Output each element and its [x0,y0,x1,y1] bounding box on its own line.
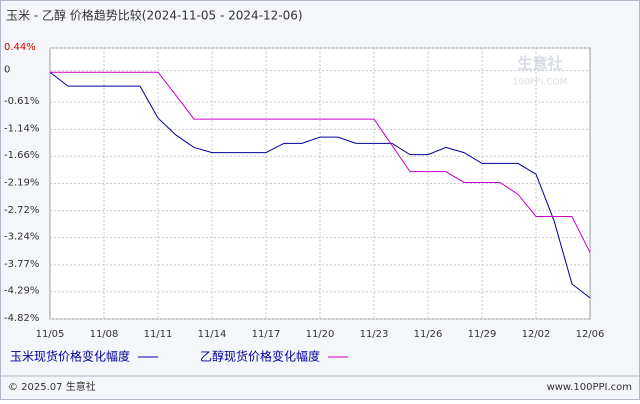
y-tick-label: -2.72% [4,205,39,216]
y-tick-label: -0.61% [4,96,39,107]
x-tick-label: 11/11 [144,329,173,340]
y-tick-label: -2.19% [4,178,39,189]
y-tick-label: -1.14% [4,123,39,134]
x-tick-label: 11/20 [306,329,335,340]
footer-right: www.100PPI.com [547,382,632,393]
chart-title: 玉米 - 乙醇 价格趋势比较(2024-11-05 - 2024-12-06) [6,8,303,23]
footer-left: © 2025.07 生意社 [8,380,96,393]
y-tick-label: -1.66% [4,150,39,161]
x-tick-label: 11/26 [414,329,443,340]
y-tick-label: 0.44% [4,42,36,53]
x-tick-label: 12/02 [522,329,551,340]
x-tick-label: 12/06 [576,329,605,340]
y-tick-label: -4.29% [4,286,39,297]
series-line [49,71,591,299]
x-tick-label: 11/29 [468,329,497,340]
watermark-url: 100PPI.COM [513,78,568,88]
y-tick-label: 0 [4,65,10,76]
y-tick-label: -3.24% [4,232,39,243]
x-tick-label: 11/05 [36,329,65,340]
x-tick-label: 11/17 [252,329,281,340]
legend-label: 乙醇现货价格变化幅度 [200,349,320,364]
x-tick-label: 11/08 [90,329,119,340]
legend-label: 玉米现货价格变化幅度 [10,349,130,364]
x-tick-label: 11/14 [198,329,227,340]
series-line [50,71,591,253]
watermark: 生意社 [517,55,562,73]
y-tick-label: -3.77% [4,259,39,270]
x-tick-label: 11/23 [360,329,389,340]
y-tick-label: -4.82% [4,313,39,324]
